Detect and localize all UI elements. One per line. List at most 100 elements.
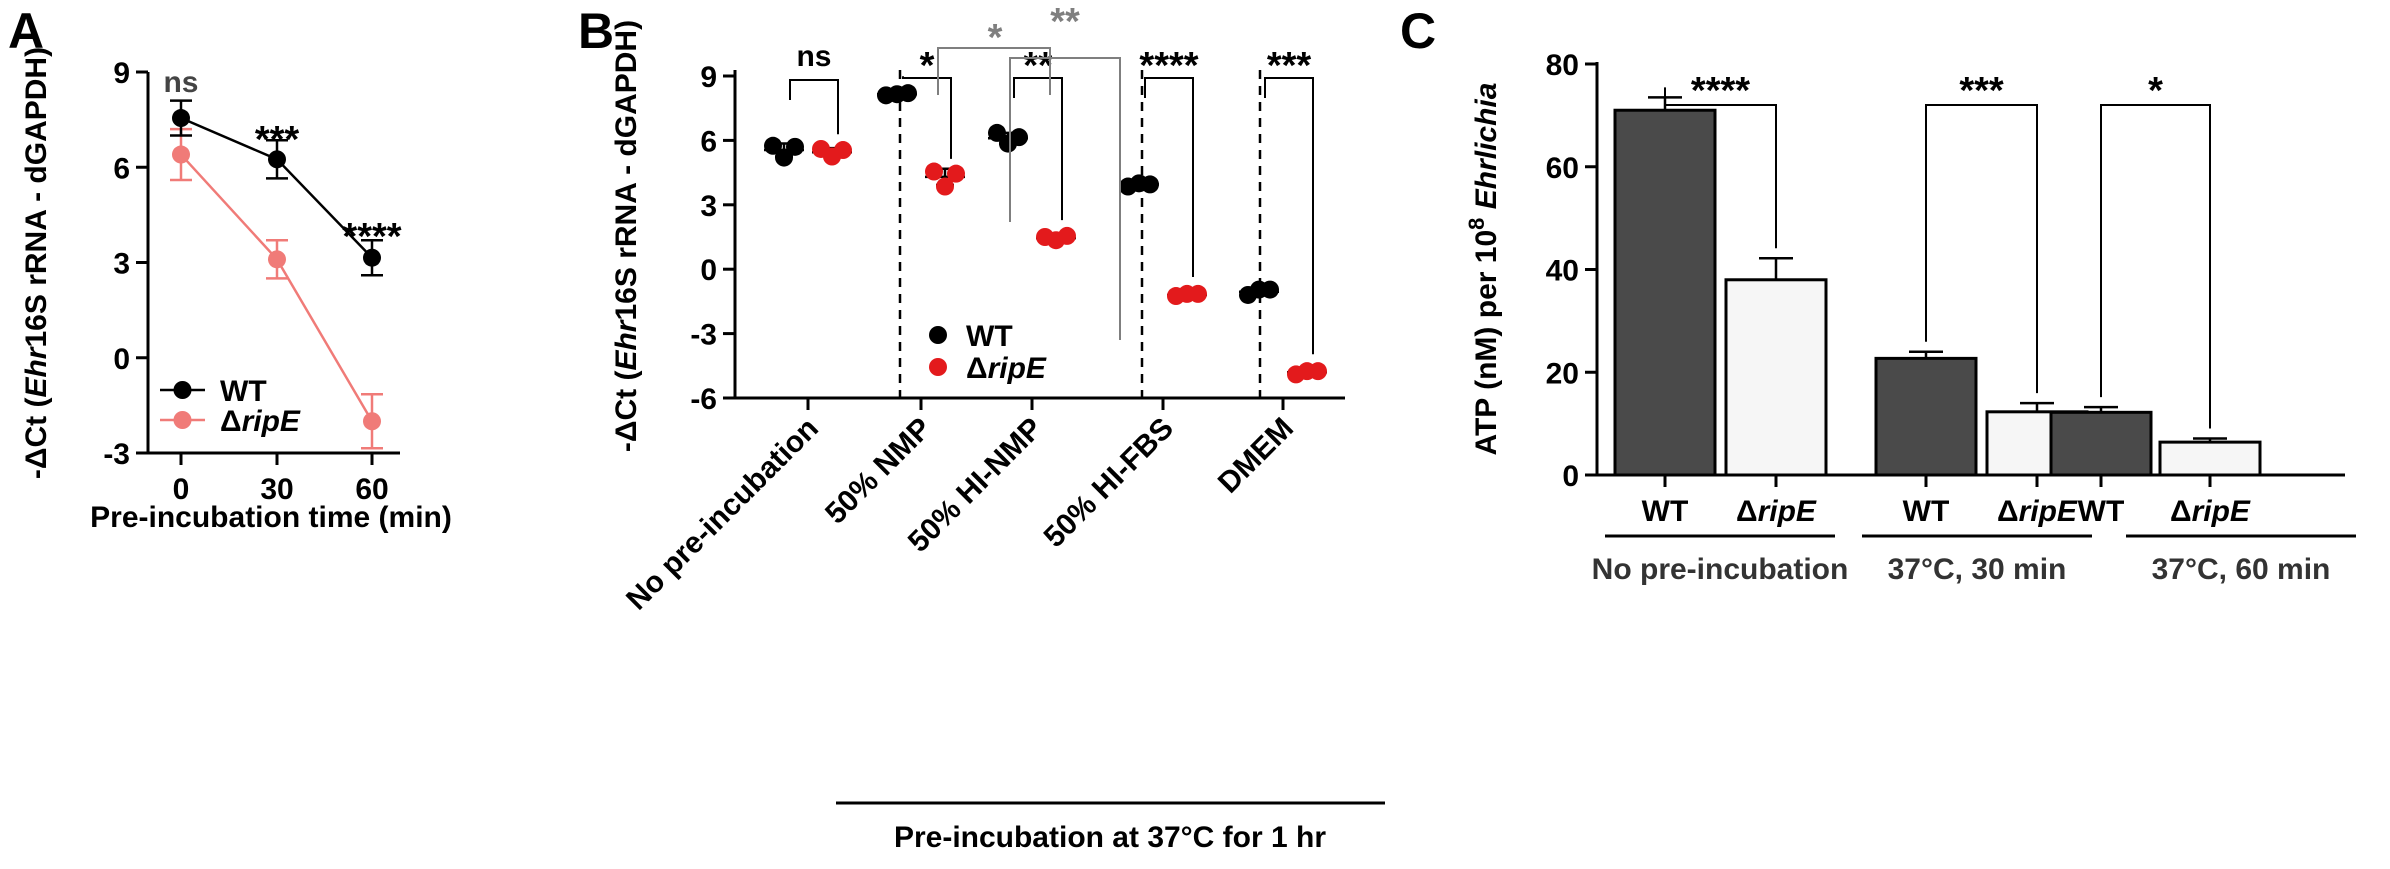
y-tick-label: 6 xyxy=(113,152,130,185)
group-label: No pre-incubation xyxy=(1592,553,1849,586)
y-tick-label: -3 xyxy=(690,319,717,352)
y-tick-label: 6 xyxy=(700,125,717,158)
x-tick-label: 60 xyxy=(355,473,388,506)
data-point xyxy=(1058,226,1076,245)
x-tick-label: WT xyxy=(1642,495,1689,528)
y-axis-title-part: ATP (nM) per 10 xyxy=(1470,230,1503,456)
y-axis-title-part: Ehr xyxy=(610,318,643,370)
y-axis-title-part: 8 xyxy=(1464,218,1489,230)
y-axis-title: ATP (nM) per 108 Ehrlichia xyxy=(1464,83,1504,456)
significance-label: **** xyxy=(1691,70,1750,112)
data-point xyxy=(1309,362,1327,381)
y-axis-title-part: Ehrlichia xyxy=(1470,83,1503,210)
legend-label-part: WT xyxy=(966,320,1013,353)
series-line-ripe xyxy=(180,153,374,422)
significance-label: * xyxy=(2148,70,2163,112)
x-tick-label: DMEM xyxy=(1212,412,1300,500)
legend-label-part: WT xyxy=(220,375,267,408)
y-tick-label: 40 xyxy=(1546,255,1579,288)
data-point xyxy=(834,141,852,160)
significance-bracket xyxy=(1925,104,2038,394)
y-tick-label: 3 xyxy=(700,190,717,223)
data-point xyxy=(775,148,793,167)
y-tick-label: 0 xyxy=(1562,460,1579,493)
bar xyxy=(1613,108,1717,477)
between-group-label: ** xyxy=(1050,1,1080,43)
data-point xyxy=(172,109,190,128)
x-tick-label: 50% HI-FBS xyxy=(1038,412,1180,554)
legend-marker xyxy=(929,358,947,376)
significance-label: *** xyxy=(1959,70,2004,112)
data-point xyxy=(1261,280,1279,299)
panel-label-c: C xyxy=(1400,3,1436,59)
data-point xyxy=(1141,175,1159,194)
y-tick-label: 3 xyxy=(113,248,130,281)
legend-label-part: ripE xyxy=(988,352,1047,385)
significance-bracket xyxy=(902,76,952,159)
panel-label-b: B xyxy=(578,3,614,59)
legend-label: WT xyxy=(220,375,267,408)
data-point xyxy=(1010,128,1028,147)
data-point xyxy=(786,137,804,156)
legend-label: WT xyxy=(966,320,1013,353)
x-tick-label-part: WT xyxy=(1642,495,1689,528)
x-tick-label: ΔripE xyxy=(1997,495,2078,528)
y-tick-label: 0 xyxy=(113,343,130,376)
y-axis-title-part xyxy=(1470,209,1503,217)
x-tick-label: 0 xyxy=(173,473,190,506)
significance-label: **** xyxy=(342,216,401,258)
data-point xyxy=(1189,284,1207,303)
significance-label: ** xyxy=(1023,45,1053,87)
bar xyxy=(1724,278,1828,477)
x-tick-label-part: ripE xyxy=(2019,495,2078,528)
x-tick-label-part: WT xyxy=(1903,495,1950,528)
x-axis-title: Pre-incubation time (min) xyxy=(90,501,452,534)
x-tick-label-part: Δ xyxy=(1736,495,1758,528)
between-group-label: * xyxy=(988,17,1003,59)
data-point xyxy=(947,164,965,183)
significance-bracket xyxy=(1144,77,1194,277)
data-point xyxy=(172,145,190,164)
bar xyxy=(2158,440,2262,477)
data-point xyxy=(268,250,286,269)
data-point xyxy=(268,150,286,169)
legend-label: ΔripE xyxy=(220,405,301,438)
bar xyxy=(2049,410,2153,477)
x-tick-label: 30 xyxy=(260,473,293,506)
data-point xyxy=(936,177,954,196)
x-tick-label: ΔripE xyxy=(2170,495,2251,528)
data-point xyxy=(764,136,782,155)
data-point xyxy=(899,84,917,103)
significance-bracket xyxy=(1013,77,1063,221)
y-axis-title: -ΔCt (Ehr16S rRNA - dGAPDH) xyxy=(20,47,53,479)
x-tick-label: WT xyxy=(1903,495,1950,528)
legend-marker xyxy=(173,381,192,399)
y-tick-label: -6 xyxy=(690,383,717,416)
between-group-bracket xyxy=(1009,57,1121,340)
data-point xyxy=(363,412,381,431)
significance-label: ns xyxy=(796,40,831,73)
x-tick-label: 50% NMP xyxy=(819,412,938,531)
legend-label-part: Δ xyxy=(220,405,242,438)
bar xyxy=(1874,356,1978,477)
x-tick-label-part: Δ xyxy=(1997,495,2019,528)
significance-bracket xyxy=(1664,87,1777,249)
y-axis-title: -ΔCt (Ehr16S rRNA - dGAPDH) xyxy=(610,20,643,452)
y-axis-title-part: 16S rRNA - dGAPDH) xyxy=(20,47,53,348)
y-tick-label: 9 xyxy=(113,57,130,90)
x-tick-label: No pre-incubation xyxy=(620,412,825,617)
y-axis-title-part: 16S rRNA - dGAPDH) xyxy=(610,20,643,321)
x-tick-label-part: ripE xyxy=(1758,495,1817,528)
x-tick-label-part: WT xyxy=(2078,495,2125,528)
data-point xyxy=(363,248,381,267)
x-tick-label: WT xyxy=(2078,495,2125,528)
y-axis-title-part: -ΔCt ( xyxy=(20,398,53,480)
y-axis-title-part: -ΔCt ( xyxy=(610,371,643,453)
y-tick-label: 60 xyxy=(1546,152,1579,185)
y-axis-title-part: Ehr xyxy=(20,345,53,397)
y-tick-label: 80 xyxy=(1546,49,1579,82)
group-label: 37°C, 30 min xyxy=(1888,553,2067,586)
